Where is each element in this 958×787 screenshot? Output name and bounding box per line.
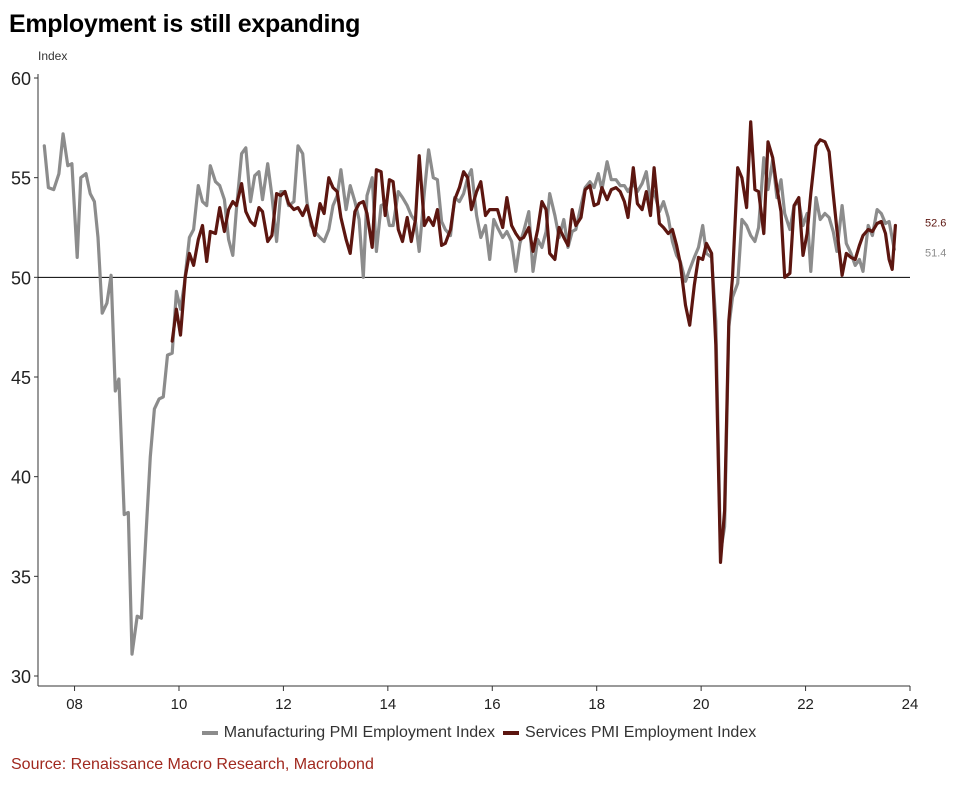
y-tick-label: 30 xyxy=(11,667,31,687)
y-tick-label: 40 xyxy=(11,468,31,488)
chart-title: Employment is still expanding xyxy=(9,10,361,38)
x-tick-label: 14 xyxy=(380,696,397,713)
end-value-label-services: 52.6 xyxy=(925,218,946,230)
chart-axes: Index 30 35 40 45 50 55 60 08 10 12 14 16 18 20 22 24 xyxy=(11,49,918,713)
x-tick-label: 12 xyxy=(275,696,292,713)
x-tick-label: 24 xyxy=(902,696,919,713)
end-value-label-manufacturing: 51.4 xyxy=(925,247,946,259)
legend-swatch-services xyxy=(503,731,520,735)
end-value-labels: 51.4 52.6 xyxy=(925,218,946,260)
series-layer xyxy=(42,120,897,656)
y-tick-label: 35 xyxy=(11,567,31,587)
x-tick-label: 16 xyxy=(484,696,501,713)
y-tick-label: 60 xyxy=(11,69,31,89)
source-note: Source: Renaissance Macro Research, Macr… xyxy=(11,756,374,773)
legend-swatch-manufacturing xyxy=(201,731,218,735)
x-tick-label: 08 xyxy=(66,696,83,713)
legend-item-manufacturing[interactable]: Manufacturing PMI Employment Index xyxy=(201,724,496,742)
series-line-services xyxy=(170,120,897,564)
y-tick-label: 45 xyxy=(11,368,31,388)
y-tick-label: 50 xyxy=(11,268,31,288)
y-axis-unit-label: Index xyxy=(38,49,67,63)
legend-label-services: Services PMI Employment Index xyxy=(525,724,757,741)
x-tick-label: 18 xyxy=(588,696,605,713)
legend-label-manufacturing: Manufacturing PMI Employment Index xyxy=(223,724,496,741)
x-tick-label: 22 xyxy=(797,696,814,713)
x-tick-label: 20 xyxy=(693,696,710,713)
y-tick-label: 55 xyxy=(11,169,31,189)
legend-item-services[interactable]: Services PMI Employment Index xyxy=(503,724,756,742)
legend: Manufacturing PMI Employment Index Servi… xyxy=(0,724,958,742)
x-tick-label: 10 xyxy=(171,696,188,713)
series-line-manufacturing xyxy=(42,132,896,656)
